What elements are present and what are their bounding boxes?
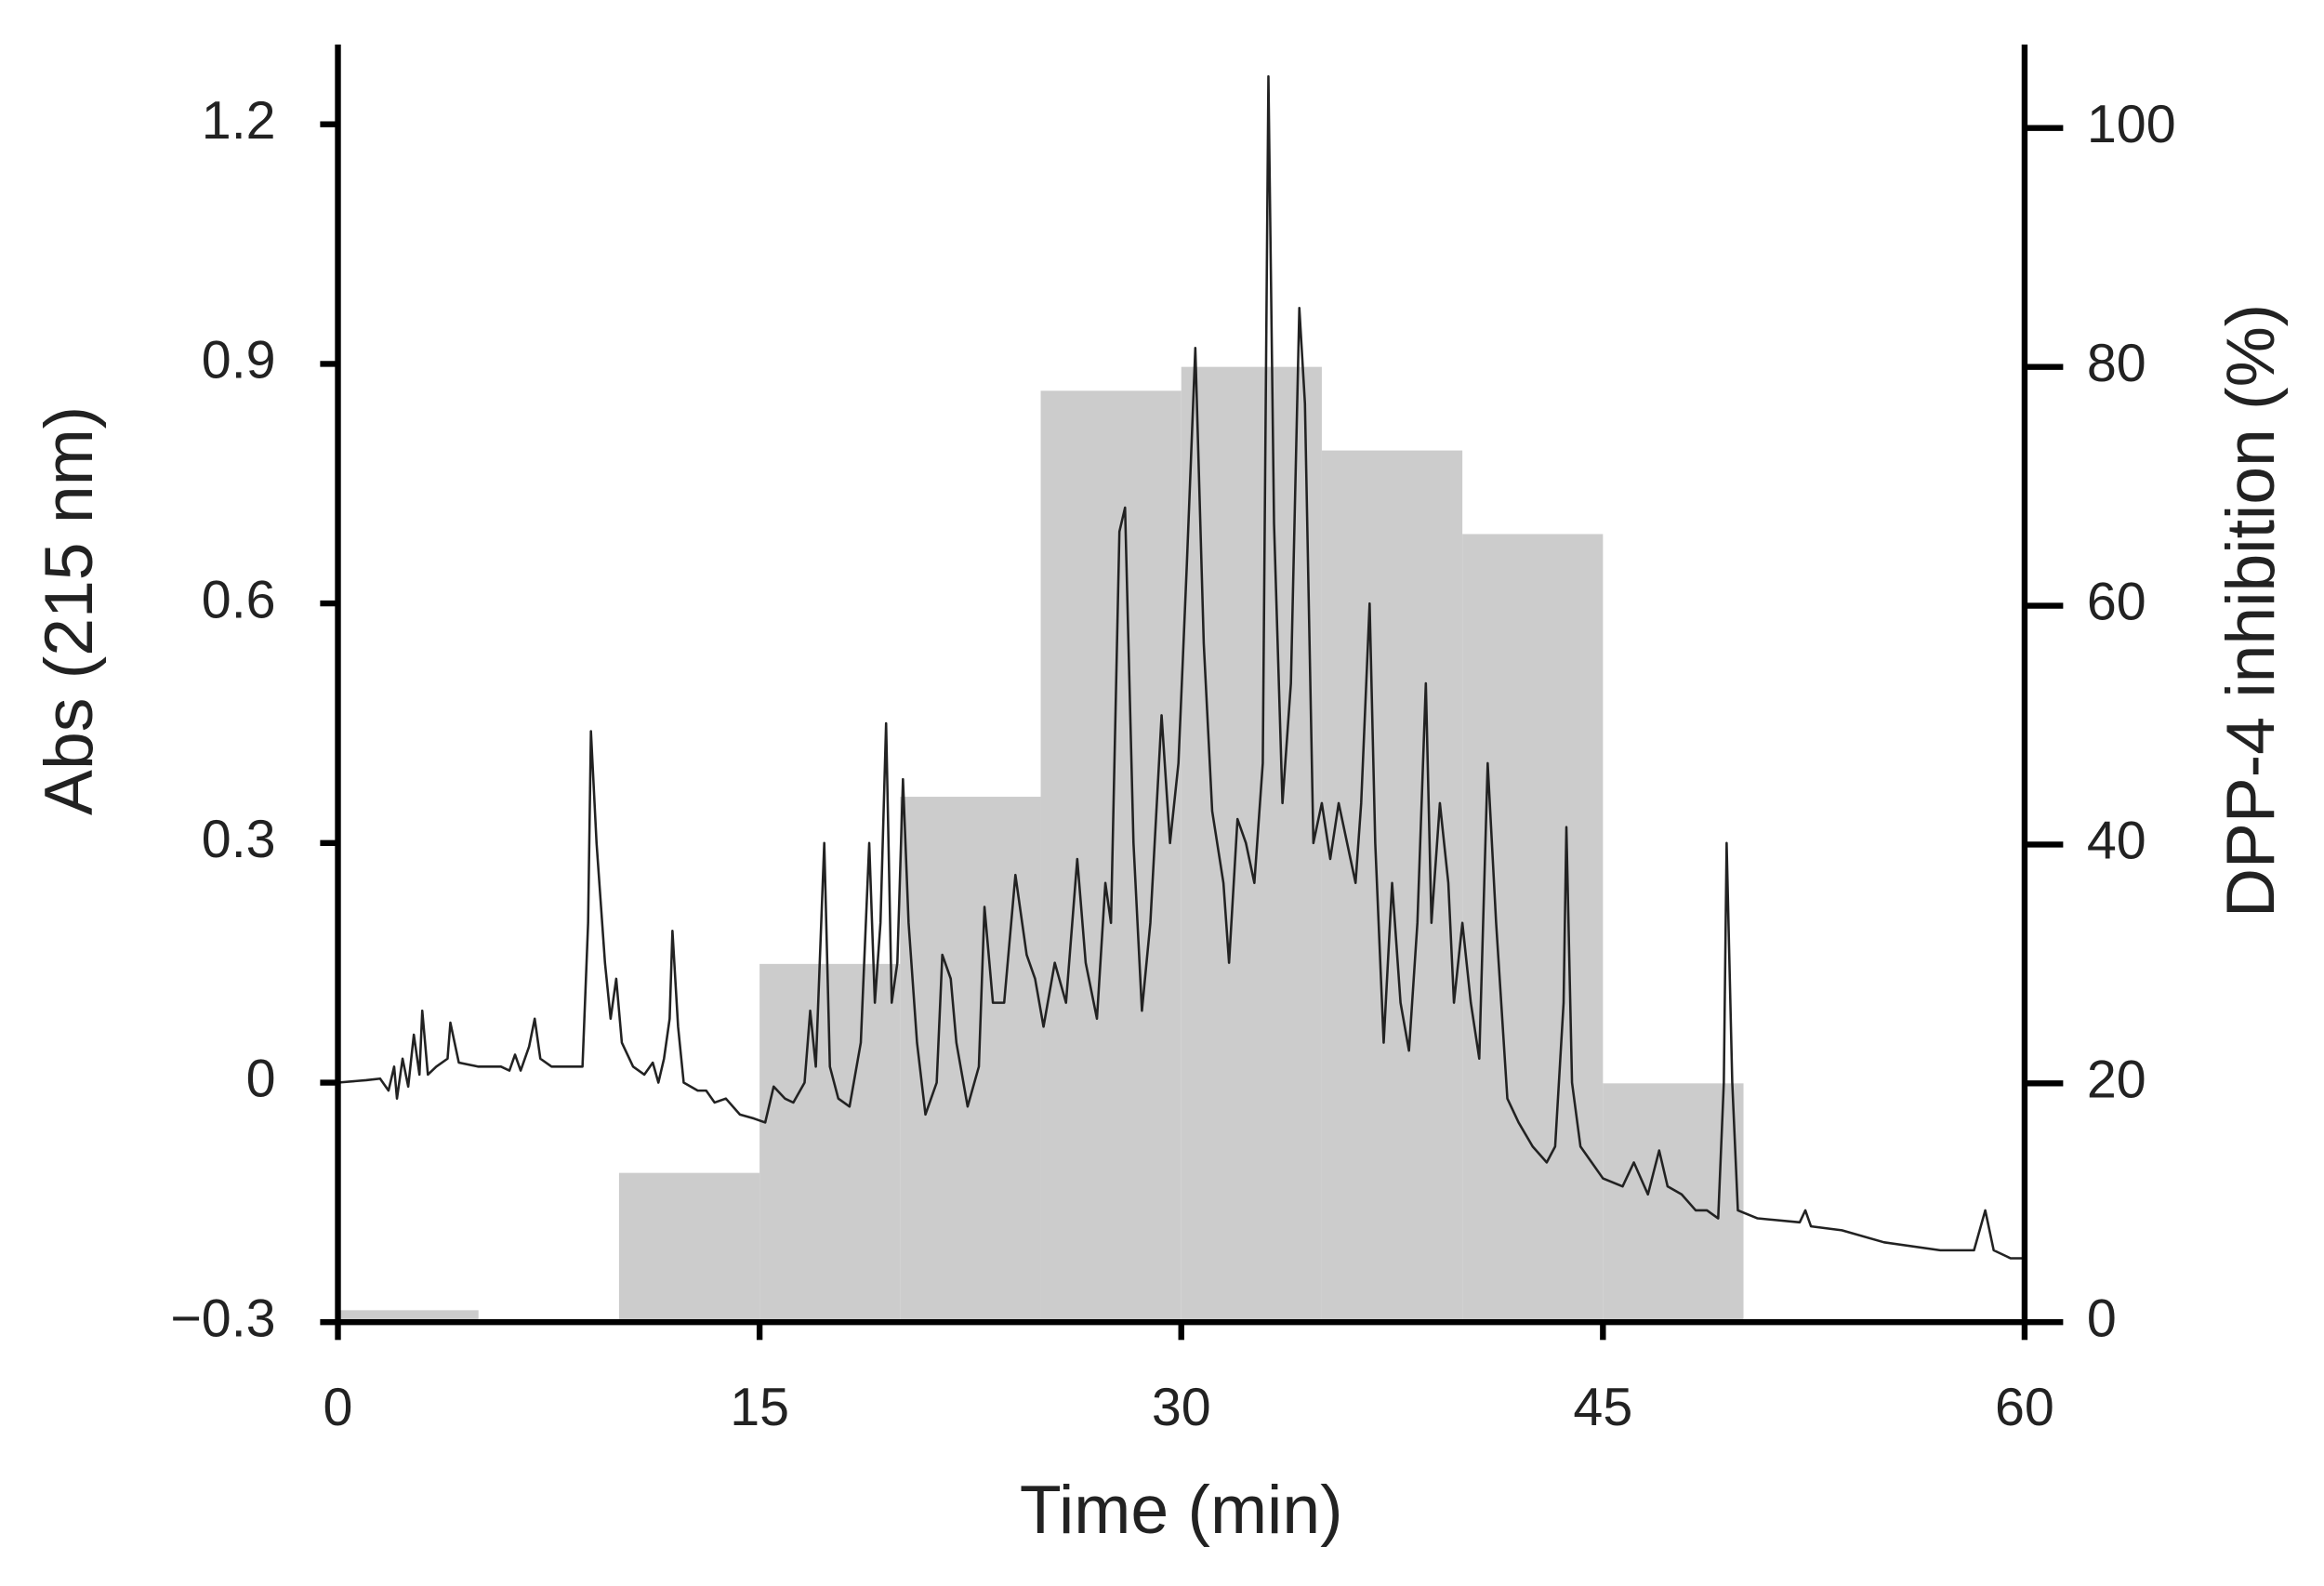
y-tick-label: −0.3 xyxy=(170,1289,275,1348)
bar xyxy=(1040,390,1182,1323)
bar xyxy=(1462,534,1604,1323)
y-tick-label: 0.9 xyxy=(202,331,276,390)
bar xyxy=(618,1172,760,1323)
x-tick-label: 60 xyxy=(1995,1378,2054,1437)
bar xyxy=(337,1310,479,1323)
x-tick-label: 45 xyxy=(1573,1378,1632,1437)
y2-tick-label: 80 xyxy=(2087,334,2146,393)
bar xyxy=(759,963,901,1323)
bar xyxy=(1181,366,1322,1323)
y2-tick-label: 40 xyxy=(2087,812,2146,871)
x-axis-title: Time (min) xyxy=(1020,1472,1343,1548)
y2-axis-title: DPP-4 inhibition (%) xyxy=(2212,304,2289,918)
x-tick-label: 15 xyxy=(730,1378,789,1437)
y2-tick-label: 60 xyxy=(2087,573,2146,632)
y-tick-label: 1.2 xyxy=(202,91,276,151)
y2-tick-label: 0 xyxy=(2087,1289,2117,1348)
y2-tick-label: 20 xyxy=(2087,1050,2146,1109)
x-tick-label: 0 xyxy=(324,1378,353,1437)
y-tick-label: 0 xyxy=(246,1050,276,1109)
bar xyxy=(1603,1083,1744,1323)
y-axis-title: Abs (215 nm) xyxy=(31,406,107,815)
x-tick-label: 30 xyxy=(1152,1378,1211,1437)
y-tick-label: 0.3 xyxy=(202,810,276,869)
chromatogram-line xyxy=(337,74,2025,1260)
y-tick-label: 0.6 xyxy=(202,570,276,629)
y2-tick-label: 100 xyxy=(2087,95,2176,154)
bar xyxy=(900,797,1041,1323)
